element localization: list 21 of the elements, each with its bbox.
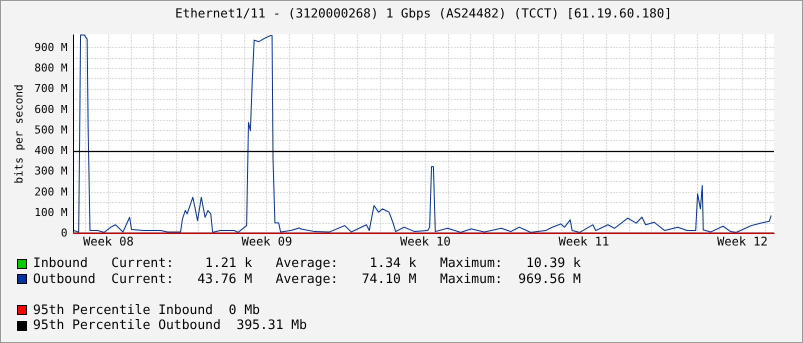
chart-title: Ethernet1/11 - (3120000268) 1 Gbps (AS24482) (TCCT) [61.19.60.180] — [175, 6, 672, 20]
y-tick-label: 400 M — [34, 144, 68, 158]
x-tick-label: Week 12 — [717, 234, 768, 248]
y-tick-label: 100 M — [34, 206, 68, 219]
text: Inbound Current: 1.21 k Average: 1.34 k Maximum: 10.39 k — [33, 256, 581, 271]
text: Outbound Current: 43.76 M Average: 74.10 M Maximum: 969.56 M — [33, 272, 581, 286]
legend-label: 95th Percentile Outbound 395.31 Mb — [33, 318, 307, 334]
x-tick-label: Week 08 — [83, 234, 134, 248]
legend-label: 95th Percentile Inbound 0 Mb — [33, 302, 260, 318]
y-axis-title: bits per second — [12, 84, 26, 184]
x-tick-label: Week 11 — [558, 234, 610, 248]
y-tick-label: 900 M — [34, 40, 68, 54]
y-tick-label: 700 M — [34, 82, 68, 96]
y-tick-label: 200 M — [34, 185, 68, 198]
x-tick-label: Week 10 — [400, 234, 451, 248]
y-tick-label: 500 M — [34, 123, 68, 136]
y-tick-label: 800 M — [34, 62, 68, 75]
y-tick-label: 600 M — [34, 102, 68, 116]
y-tick-label: 300 M — [34, 164, 68, 178]
x-tick-label: Week 09 — [242, 234, 292, 248]
y-tick-label: 0 — [60, 226, 68, 240]
